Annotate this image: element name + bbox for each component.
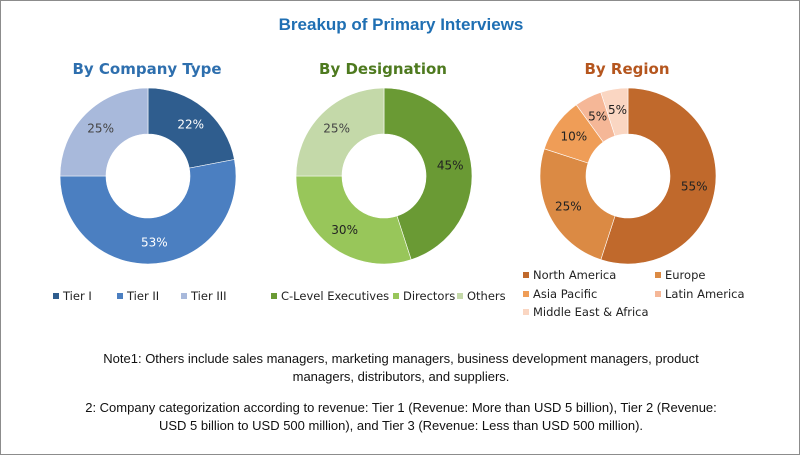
data-label-directors: 30% bbox=[331, 223, 358, 237]
legend-label: Middle East & Africa bbox=[533, 305, 649, 319]
legend-item-middle-east-africa: Middle East & Africa bbox=[523, 305, 649, 319]
legend-swatch bbox=[523, 291, 529, 297]
data-label-north-america: 55% bbox=[681, 179, 708, 193]
data-label-tier-iii: 25% bbox=[87, 122, 114, 136]
legend-item-asia-pacific: Asia Pacific bbox=[523, 287, 597, 301]
data-label-others: 25% bbox=[323, 122, 350, 136]
chart-title-designation: By Designation bbox=[319, 60, 447, 78]
donut-region: 55%25%10%5% 5% bbox=[539, 87, 717, 265]
data-label-middle-east-africa: 5% bbox=[608, 103, 627, 117]
slice-middle-east-africa bbox=[600, 87, 629, 137]
data-label-latin-america: 5% bbox=[588, 109, 607, 123]
data-label-tier-i: 22% bbox=[177, 117, 204, 131]
legend-label: Others bbox=[467, 289, 506, 303]
legend-item-latin-america: Latin America bbox=[655, 287, 745, 301]
slice-directors bbox=[295, 175, 412, 265]
legend-item-europe: Europe bbox=[655, 268, 705, 282]
legend-swatch bbox=[655, 291, 661, 297]
data-label-europe: 25% bbox=[555, 199, 582, 213]
note-2: 2: Company categorization according to r… bbox=[1, 399, 800, 435]
legend-swatch bbox=[271, 293, 277, 299]
slice-tier-ii bbox=[59, 159, 237, 265]
legend-swatch bbox=[393, 293, 399, 299]
data-label-c-level-executives: 45% bbox=[437, 159, 464, 173]
legend-label: Europe bbox=[665, 268, 706, 282]
legend-swatch bbox=[53, 293, 59, 299]
legend-label: Tier I bbox=[63, 289, 92, 303]
note-1-line-1: Note1: Others include sales managers, ma… bbox=[103, 351, 699, 366]
legend-label: Tier II bbox=[127, 289, 160, 303]
legend-item-north-america: North America bbox=[523, 268, 616, 282]
legend-item-directors: Directors bbox=[393, 289, 455, 303]
note-1: Note1: Others include sales managers, ma… bbox=[1, 350, 800, 386]
chart-title-region: By Region bbox=[584, 60, 670, 78]
chart-title-company-type: By Company Type bbox=[72, 60, 222, 78]
legend-item-tier-ii: Tier II bbox=[117, 289, 159, 303]
legend-label: C-Level Executives bbox=[281, 289, 390, 303]
legend-item-others: Others bbox=[457, 289, 506, 303]
legend-item-tier-i: Tier I bbox=[53, 289, 92, 303]
legend-item-tier-iii: Tier III bbox=[181, 289, 227, 303]
slice-north-america bbox=[600, 87, 717, 265]
slice-tier-iii bbox=[59, 87, 149, 177]
donut-designation: 45% 30% 25% bbox=[295, 87, 473, 265]
note-2-line-2: USD 5 billion to USD 500 million), and T… bbox=[158, 418, 644, 433]
legend-label: Directors bbox=[403, 289, 456, 303]
slice-others bbox=[295, 87, 385, 177]
slice-c-level-executives bbox=[383, 87, 473, 261]
main-title: Breakup of Primary Interviews bbox=[278, 15, 524, 34]
data-label-asia-pacific: 10% bbox=[560, 130, 587, 144]
legend-label: Latin America bbox=[665, 287, 745, 301]
legend-label: Tier III bbox=[191, 289, 227, 303]
note-1-line-2: managers, distributors, and suppliers. bbox=[292, 369, 510, 384]
legend-swatch bbox=[181, 293, 187, 299]
legend-label: Asia Pacific bbox=[533, 287, 598, 301]
legend-swatch bbox=[117, 293, 123, 299]
legend-swatch bbox=[523, 272, 529, 278]
legend-swatch bbox=[523, 309, 529, 315]
legend-label: North America bbox=[533, 268, 617, 282]
legend-swatch bbox=[655, 272, 661, 278]
note-2-line-1: 2: Company categorization according to r… bbox=[85, 400, 717, 415]
legend-swatch bbox=[457, 293, 463, 299]
slice-tier-i bbox=[147, 87, 235, 169]
legend-item-c-level: C-Level Executives bbox=[271, 289, 389, 303]
data-label-tier-ii: 53% bbox=[141, 236, 168, 250]
slice-europe bbox=[539, 148, 616, 261]
donut-company-type: 22% 53% 25% bbox=[59, 87, 237, 265]
